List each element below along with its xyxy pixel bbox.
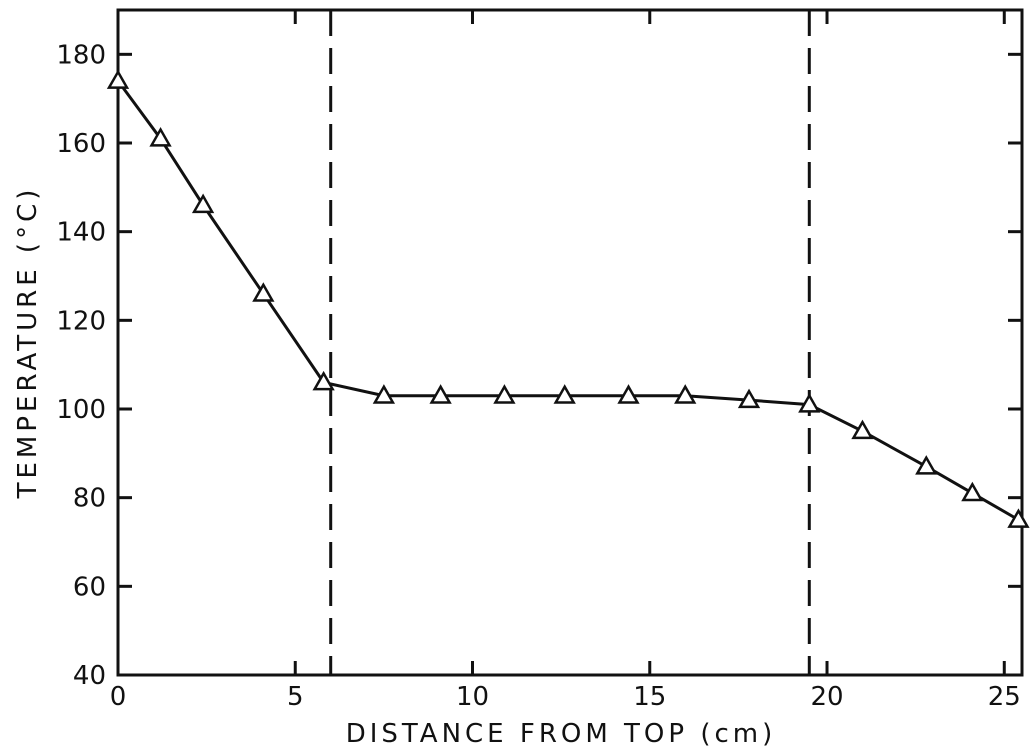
data-point-triangle xyxy=(149,127,172,147)
phase-boundary-lines xyxy=(329,10,811,675)
data-point-triangle xyxy=(1007,508,1030,528)
y-tick-label: 40 xyxy=(73,661,106,691)
x-tick-label: 15 xyxy=(633,682,666,712)
data-point-triangle xyxy=(737,388,761,409)
y-tick-label: 100 xyxy=(56,395,106,425)
data-point-triangle xyxy=(191,193,215,214)
data-point-triangle xyxy=(553,384,576,404)
data-point-triangle xyxy=(674,384,697,404)
x-tick-label: 0 xyxy=(110,682,127,712)
x-tick-label: 10 xyxy=(456,682,489,712)
plot-frame xyxy=(116,8,1024,677)
data-point-triangle xyxy=(798,393,821,413)
data-point-triangle xyxy=(106,69,130,89)
data-point-triangle xyxy=(961,481,984,502)
y-axis-label: TEMPERATURE (°C) xyxy=(13,186,43,500)
x-tick-label: 25 xyxy=(988,682,1021,712)
x-axis-label: DISTANCE FROM TOP (cm) xyxy=(346,719,777,749)
data-point-triangle xyxy=(429,384,452,404)
y-tick-label: 140 xyxy=(56,218,106,248)
x-tick-label: 20 xyxy=(810,682,843,712)
y-tick-label: 120 xyxy=(56,306,106,336)
y-tick-label: 60 xyxy=(73,572,106,602)
data-point-triangle xyxy=(493,384,516,404)
data-point-triangle xyxy=(915,455,938,475)
y-tick-label: 80 xyxy=(73,484,106,514)
x-axis-ticks: 0 5 10 15 20 25 xyxy=(110,10,1021,712)
y-axis-ticks: 40 60 80 100 120 140 160 180 xyxy=(56,40,1022,691)
data-point-triangle xyxy=(372,384,396,404)
data-point-triangle xyxy=(252,282,275,302)
plot-border xyxy=(116,8,1024,677)
data-point-triangle xyxy=(617,384,640,404)
data-points xyxy=(106,69,1030,528)
y-tick-label: 180 xyxy=(56,40,106,70)
data-point-triangle xyxy=(851,419,874,440)
x-tick-label: 5 xyxy=(287,682,304,712)
y-tick-label: 160 xyxy=(56,129,106,159)
data-point-triangle xyxy=(312,370,335,391)
